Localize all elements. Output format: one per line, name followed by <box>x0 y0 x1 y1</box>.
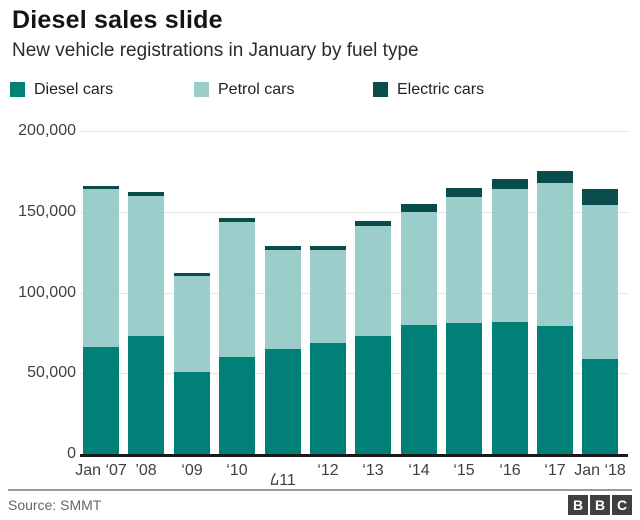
gridline-100,000 <box>80 293 628 294</box>
legend-item-petrol-cars: Petrol cars <box>194 81 294 98</box>
chart-title: Diesel sales slide <box>12 6 223 34</box>
bar-segment-electric <box>219 218 255 223</box>
bar-segment-diesel <box>401 324 437 454</box>
x-axis-tick-label: ‘13 <box>362 462 384 479</box>
bar-segment-electric <box>401 203 437 212</box>
bbc-logo-block: B <box>568 495 588 515</box>
legend-swatch <box>194 82 209 97</box>
bar-segment-diesel <box>582 358 618 454</box>
bar-segment-petrol <box>265 249 301 349</box>
x-axis-tick-label: ’08 <box>135 462 157 479</box>
x-axis-tick-label: ‘17 <box>544 462 566 479</box>
legend-swatch <box>10 82 25 97</box>
bar-segment-electric <box>446 187 482 198</box>
bar-segment-electric <box>128 192 164 196</box>
bar-segment-diesel <box>310 342 346 454</box>
bar-segment-diesel <box>492 321 528 454</box>
legend-item-diesel-cars: Diesel cars <box>10 81 113 98</box>
bar-segment-petrol <box>537 183 573 327</box>
bar-segment-petrol <box>83 189 119 348</box>
legend-label: Electric cars <box>397 80 485 98</box>
bar-segment-electric <box>582 189 618 206</box>
x-axis-tick-label: ‘15 <box>453 462 475 479</box>
bbc-logo-block: C <box>612 495 632 515</box>
y-axis-tick-label: 50,000 <box>27 364 76 381</box>
y-axis-tick-label: 100,000 <box>18 284 76 301</box>
bar-segment-petrol <box>355 226 391 337</box>
bar-segment-petrol <box>310 249 346 343</box>
bar-segment-diesel <box>83 347 119 454</box>
legend-item-electric-cars: Electric cars <box>373 81 484 98</box>
legend-label: Petrol cars <box>218 80 295 98</box>
gridline-200,000 <box>80 131 628 132</box>
gridline-150,000 <box>80 212 628 213</box>
bar-segment-electric <box>83 185 119 190</box>
bar-segment-electric <box>174 273 210 277</box>
x-axis-tick-label: ‘16 <box>499 462 521 479</box>
x-axis-tick-label: ‘14 <box>408 462 430 479</box>
bar-segment-petrol <box>401 211 437 325</box>
x-axis-tick-label: Jan ‘07 <box>75 462 127 479</box>
bar-segment-diesel <box>219 357 255 454</box>
source-credit: Source: SMMT <box>8 497 102 513</box>
bar-segment-diesel <box>128 336 164 454</box>
bar-segment-diesel <box>537 326 573 454</box>
bar-segment-diesel <box>174 371 210 454</box>
x-axis-tick-label: Jan ‘18 <box>574 462 626 479</box>
bar-segment-electric <box>492 179 528 190</box>
bar-segment-petrol <box>128 195 164 337</box>
footer-divider <box>8 489 632 491</box>
bar-segment-petrol <box>174 276 210 372</box>
bar-segment-electric <box>537 171 573 184</box>
gridline-50,000 <box>80 373 628 374</box>
bar-segment-petrol <box>582 205 618 359</box>
bar-segment-petrol <box>446 197 482 324</box>
y-axis-tick-label: 150,000 <box>18 203 76 220</box>
y-axis-tick-label: 0 <box>67 445 76 462</box>
x-axis-tick-label: ‘12 <box>317 462 339 479</box>
bar-segment-diesel <box>446 323 482 454</box>
bar-segment-petrol <box>219 222 255 358</box>
bar-segment-electric <box>265 245 301 250</box>
x-axis-line <box>80 454 628 457</box>
bar-segment-diesel <box>355 336 391 454</box>
y-axis-tick-label: 200,000 <box>18 122 76 139</box>
bar-segment-diesel <box>265 349 301 454</box>
x-axis-tick-label: ᠘11 <box>270 472 296 489</box>
chart-subtitle: New vehicle registrations in January by … <box>12 40 419 61</box>
bar-segment-electric <box>355 221 391 227</box>
legend-label: Diesel cars <box>34 80 114 98</box>
bar-segment-petrol <box>492 189 528 322</box>
x-axis-tick-label: ‘09 <box>181 462 203 479</box>
bar-segment-electric <box>310 245 346 250</box>
legend-swatch <box>373 82 388 97</box>
bbc-logo-block: B <box>590 495 610 515</box>
x-axis-tick-label: ‘10 <box>226 462 248 479</box>
